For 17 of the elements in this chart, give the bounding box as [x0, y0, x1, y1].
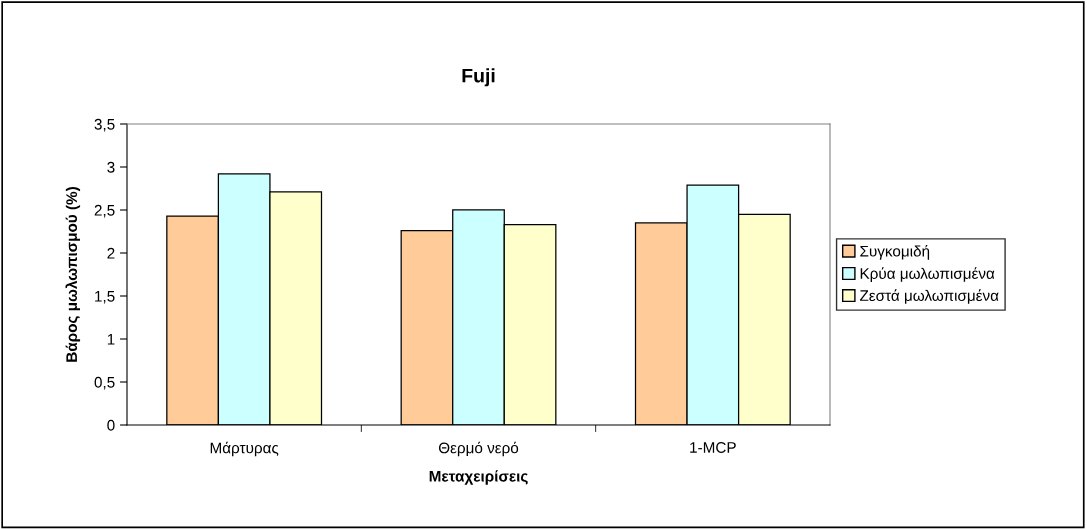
legend-label: Κρύα μωλωπισμένα — [860, 267, 995, 282]
x-tick-label: 1-MCP — [690, 442, 736, 453]
x-axis-title: Μεταχειρίσεις — [429, 470, 528, 485]
chart-title: Fuji — [462, 68, 495, 87]
legend-label: Ζεστά μωλωπισμένα — [859, 289, 999, 304]
y-tick-label: 3,5 — [94, 118, 115, 132]
y-tick-label: 2,5 — [94, 204, 115, 218]
y-tick-label: 1,5 — [95, 291, 115, 304]
y-tick-label: 0,5 — [94, 376, 115, 390]
y-tick-label: 0 — [107, 419, 115, 431]
y-axis-title: Βάρος μωλωπισμού (%) — [65, 187, 81, 362]
x-tick-label: Μάρτυρας — [210, 441, 279, 457]
y-tick-label: 3 — [107, 161, 115, 173]
x-tick-label: Θερμό νερό — [438, 441, 519, 457]
legend-label: Συγκομιδή — [860, 244, 930, 260]
y-tick-label: 1 — [107, 334, 115, 345]
y-tick-label: 2 — [107, 247, 115, 259]
